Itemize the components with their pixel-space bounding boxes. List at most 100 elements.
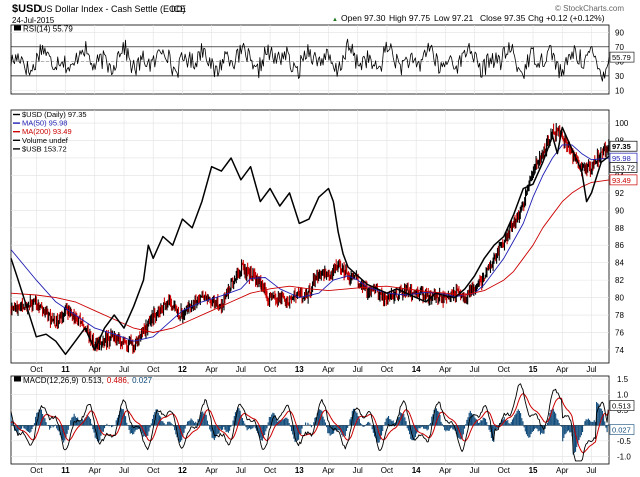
macd-hist-bar <box>509 423 511 426</box>
macd-hist-bar <box>192 421 194 426</box>
macd-hist-bar <box>557 419 559 426</box>
legend-entry-2: MA(200) 93.49 <box>22 127 72 136</box>
macd-hist-bar <box>171 424 173 426</box>
macd-hist-bar <box>570 425 572 433</box>
macd-hist-bar <box>243 420 245 426</box>
value-box-0 <box>609 140 638 152</box>
macd-hist-bar <box>132 425 134 435</box>
macd-hist-bar <box>162 421 164 426</box>
macd-hist-bar <box>493 425 495 443</box>
macd-hist-bar <box>343 425 345 435</box>
x-tick-label-Oct: Oct <box>498 365 511 374</box>
macd-hist-bar <box>88 417 90 426</box>
macd-hist-bar <box>516 410 518 426</box>
macd-hist-bar <box>150 423 152 426</box>
macd-hist-bar <box>44 418 46 426</box>
price-tick-label-74: 74 <box>615 346 624 355</box>
macd-hist-bar <box>135 425 137 430</box>
price-panel: 10098969492908886848280787674 $USD (Dail… <box>10 109 638 364</box>
macd-hist-bar <box>449 425 452 429</box>
macd-legend-label: MACD(12,26,9) 0.513, 0.486, 0.027 <box>23 376 153 385</box>
macd-hist-bar <box>494 425 496 430</box>
macd-hist-bar <box>448 425 450 431</box>
macd-hist-bar <box>17 425 19 434</box>
macd-hist-bar <box>267 422 269 426</box>
macd-hist-bar <box>281 419 283 426</box>
macd-hist-bar <box>169 421 171 426</box>
macd-hist-bar <box>91 423 93 426</box>
macd-hist-bar <box>389 419 391 426</box>
macd-hist-bar <box>86 414 88 426</box>
macd-hist-bar <box>600 408 602 426</box>
macd-hist-bar <box>103 425 106 429</box>
series-line-2 <box>10 179 610 333</box>
macd-hist-bar <box>275 418 277 426</box>
macd-hist-bar <box>404 417 406 426</box>
macd-hist-bar <box>24 425 26 429</box>
macd-hist-bar <box>593 420 595 426</box>
macd-hist-bar <box>324 422 326 426</box>
macd-hist-bar <box>25 425 27 431</box>
macd-hist-bar <box>385 418 387 426</box>
macd-hist-bar <box>585 419 587 426</box>
macd-hist-bar <box>92 425 94 430</box>
macd-hist-bar <box>225 425 227 433</box>
macd-x-tick-label-Oct: Oct <box>498 466 511 475</box>
macd-hist-bar <box>511 419 513 426</box>
macd-x-tick-label-Oct: Oct <box>264 466 277 475</box>
date-label: 24-Jul-2015 <box>12 16 55 25</box>
macd-hist-bar <box>196 423 198 426</box>
macd-hist-bar <box>106 423 108 426</box>
macd-hist-bar <box>30 425 32 432</box>
macd-hist-bar <box>264 425 266 436</box>
macd-hist-bar <box>589 419 591 426</box>
macd-hist-bar <box>534 425 536 430</box>
macd-hist-bar <box>151 418 154 426</box>
macd-hist-bar <box>567 425 570 431</box>
up-arrow-icon: ▲ <box>332 17 338 23</box>
macd-hist-bar <box>553 411 556 426</box>
macd-hist-bar <box>335 425 337 431</box>
macd-hist-bar <box>527 425 529 437</box>
macd-hist-bar <box>316 413 318 426</box>
macd-hist-bar <box>54 424 57 426</box>
macd-hist-bar <box>451 425 453 428</box>
x-axis-labels-price: Oct 11 Apr Jul Oct 12 Apr Jul Oct 13 Apr Jul Oct 14 Ap… <box>30 365 597 374</box>
macd-hist-bar <box>461 425 463 439</box>
macd-hist-bar <box>285 417 287 426</box>
macd-hist-bar <box>215 425 217 438</box>
macd-hist-bar <box>232 420 234 426</box>
macd-hist-bar <box>391 421 393 426</box>
macd-hist-bar <box>101 425 103 432</box>
macd-hist-bar <box>165 424 168 426</box>
macd-hist-bar <box>322 416 324 426</box>
macd-hist-bar <box>141 425 143 434</box>
macd-hist-bar <box>248 425 251 429</box>
macd-hist-bar <box>473 415 475 426</box>
macd-hist-bar <box>57 425 59 431</box>
macd-hist-bar <box>586 419 588 426</box>
macd-hist-bar <box>211 425 213 438</box>
macd-hist-bar <box>326 425 328 428</box>
macd-hist-bar <box>344 425 346 437</box>
x-tick-label-Oct: Oct <box>30 365 43 374</box>
x-tick-label-Jul: Jul <box>586 365 596 374</box>
rsi-panel-frame <box>10 24 610 95</box>
macd-hist-bar <box>149 425 151 428</box>
macd-hist-bar <box>74 416 76 426</box>
x-tick-label-13: 13 <box>295 365 304 374</box>
macd-hist-bar <box>178 425 180 443</box>
macd-hist-bar <box>164 424 166 426</box>
macd-hist-bar <box>510 422 512 426</box>
value-box-2 <box>609 162 638 173</box>
macd-hist-bar <box>384 422 386 426</box>
macd-hist-bar <box>578 425 580 440</box>
macd-hist-bar <box>370 424 372 426</box>
macd-hist-bar <box>538 425 540 431</box>
macd-hist-bar <box>230 425 232 427</box>
macd-hist-bar <box>94 425 96 438</box>
macd-hist-bar <box>330 425 332 435</box>
rsi-current-label: 55.79 <box>612 53 631 62</box>
macd-x-tick-label-13: 13 <box>295 466 304 475</box>
macd-hist-bar <box>513 417 515 426</box>
